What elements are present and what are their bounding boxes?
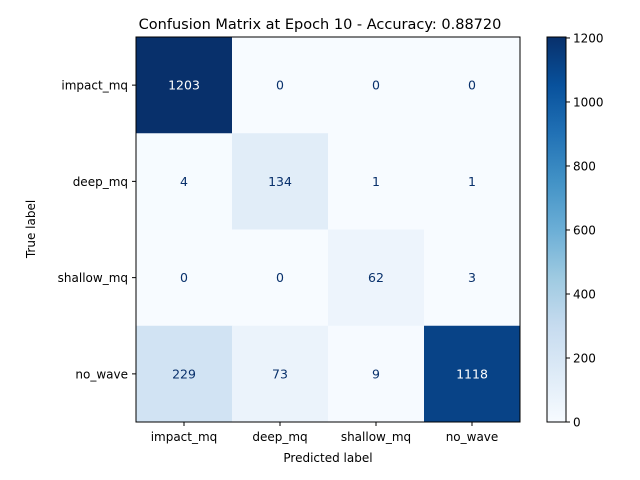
cell-value-label: 0 xyxy=(276,78,284,93)
matrix-cells xyxy=(136,37,521,423)
cell-value-label: 0 xyxy=(180,270,188,285)
matrix-cell xyxy=(232,325,329,423)
colorbar-ticks: 0 200 400 600 800 1000 1200 xyxy=(566,31,604,430)
matrix-cell xyxy=(328,37,425,134)
x-tick-label: no_wave xyxy=(446,430,499,444)
y-axis-label: True label xyxy=(24,200,38,259)
matrix-cell xyxy=(424,133,521,230)
matrix-cell xyxy=(136,37,233,134)
matrix-cell xyxy=(232,37,329,134)
matrix-cell xyxy=(424,325,521,423)
cell-value-label: 1203 xyxy=(168,78,200,93)
cell-value-label: 0 xyxy=(276,270,284,285)
cell-value-label: 1 xyxy=(372,174,380,189)
matrix-cell xyxy=(136,325,233,423)
cell-value-label: 1118 xyxy=(456,366,488,381)
cell-value-label: 0 xyxy=(372,78,380,93)
matrix-cell xyxy=(424,37,521,134)
matrix-cell xyxy=(136,133,233,230)
x-axis: impact_mq deep_mq shallow_mq no_wave xyxy=(151,422,499,444)
y-tick-label: deep_mq xyxy=(73,175,128,189)
plot-frame xyxy=(135,36,521,423)
matrix-cell xyxy=(136,229,233,327)
colorbar-tick-label: 600 xyxy=(573,223,596,237)
matrix-cell xyxy=(328,133,425,230)
y-tick-label: impact_mq xyxy=(61,79,128,93)
x-tick-label: impact_mq xyxy=(151,430,218,444)
matrix-cell xyxy=(328,229,425,327)
matrix-cell xyxy=(328,325,425,423)
x-axis-label: Predicted label xyxy=(283,451,372,465)
matrix-cell-labels: 1203 0 0 0 4 134 1 1 0 0 62 3 229 73 9 1118 xyxy=(168,78,488,382)
cell-value-label: 4 xyxy=(180,174,188,189)
colorbar-tick-label: 200 xyxy=(573,351,596,365)
y-axis: impact_mq deep_mq shallow_mq no_wave xyxy=(58,79,136,381)
colorbar-tick-label: 400 xyxy=(573,287,596,301)
cell-value-label: 1 xyxy=(468,174,476,189)
matrix-cell xyxy=(424,229,521,327)
cell-value-label: 229 xyxy=(172,366,196,381)
cell-value-label: 9 xyxy=(372,366,380,381)
y-tick-label: shallow_mq xyxy=(58,271,128,285)
x-tick-label: deep_mq xyxy=(252,430,307,444)
cell-value-label: 3 xyxy=(468,270,476,285)
cell-value-label: 134 xyxy=(268,174,292,189)
cell-value-label: 0 xyxy=(468,78,476,93)
colorbar-tick-label: 0 xyxy=(573,416,581,430)
matrix-cell xyxy=(232,133,329,230)
y-tick-label: no_wave xyxy=(75,367,128,381)
cell-value-label: 62 xyxy=(368,270,384,285)
colorbar xyxy=(546,36,567,423)
cell-value-label: 73 xyxy=(272,366,288,381)
colorbar-tick-label: 1000 xyxy=(573,95,604,109)
matrix-cell xyxy=(232,229,329,327)
colorbar-tick-label: 800 xyxy=(573,159,596,173)
x-tick-label: shallow_mq xyxy=(341,430,411,444)
chart-title: Confusion Matrix at Epoch 10 - Accuracy:… xyxy=(139,17,502,33)
colorbar-tick-label: 1200 xyxy=(573,31,604,45)
